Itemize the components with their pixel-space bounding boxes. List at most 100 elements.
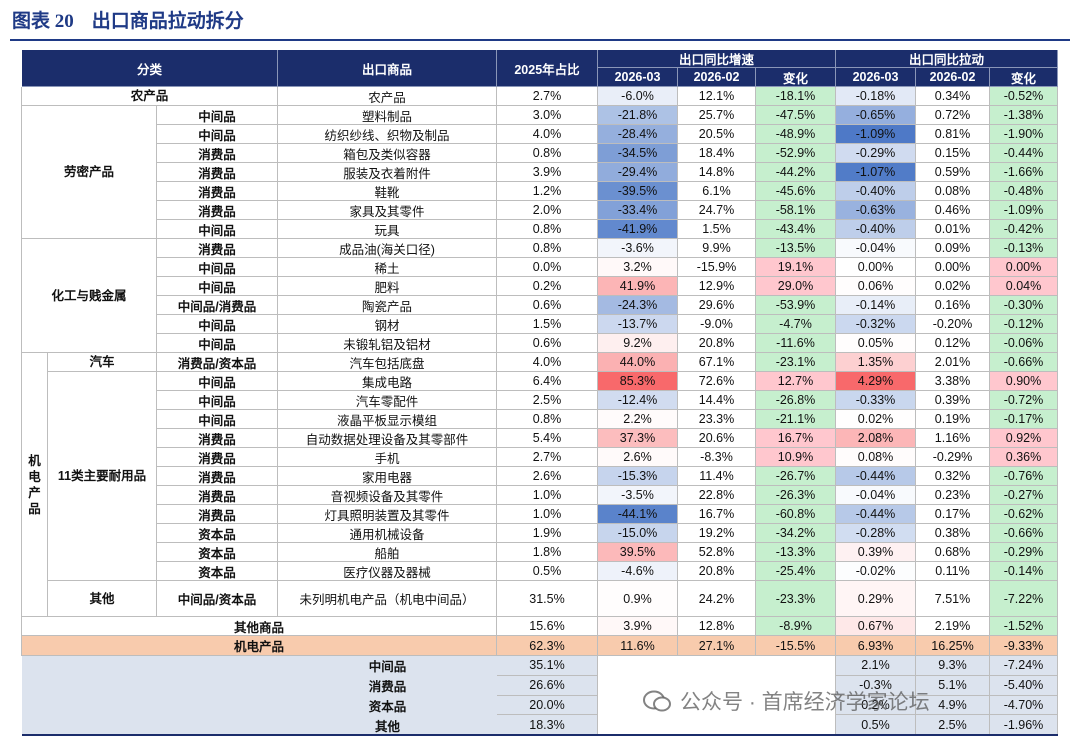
growth-cell: -41.9% bbox=[598, 220, 678, 239]
pull-cell: 9.3% bbox=[916, 656, 990, 676]
summary-label: 消费品 bbox=[368, 680, 407, 695]
growth-cell: -33.4% bbox=[598, 201, 678, 220]
pull-cell: -0.02% bbox=[836, 562, 916, 581]
pull-cell: 0.23% bbox=[916, 486, 990, 505]
type-cell: 资本品 bbox=[157, 524, 278, 543]
product-cell: 玩具 bbox=[278, 220, 497, 239]
share-cell: 26.6% bbox=[497, 675, 598, 696]
pull-cell: -7.22% bbox=[990, 581, 1058, 617]
growth-cell: 0.9% bbox=[598, 581, 678, 617]
header-sub: 变化 bbox=[990, 68, 1058, 87]
growth-cell: -58.1% bbox=[756, 201, 836, 220]
growth-cell: 16.7% bbox=[756, 429, 836, 448]
pull-cell: 0.15% bbox=[916, 144, 990, 163]
share-cell: 0.0% bbox=[497, 258, 598, 277]
growth-cell: -23.3% bbox=[756, 581, 836, 617]
share-cell: 2.7% bbox=[497, 448, 598, 467]
growth-cell: -44.2% bbox=[756, 163, 836, 182]
growth-cell: -3.5% bbox=[598, 486, 678, 505]
pull-cell: 0.05% bbox=[836, 334, 916, 353]
growth-cell: -15.9% bbox=[678, 258, 756, 277]
growth-cell: -6.0% bbox=[598, 87, 678, 106]
type-cell: 中间品 bbox=[157, 410, 278, 429]
growth-cell: -29.4% bbox=[598, 163, 678, 182]
header-sub: 2026-02 bbox=[678, 68, 756, 87]
share-cell: 31.5% bbox=[497, 581, 598, 617]
growth-cell: 19.1% bbox=[756, 258, 836, 277]
watermark-text: 公众号 · 首席经济学家论坛 bbox=[680, 691, 930, 714]
title-block: 图表 20 出口商品拉动拆分 bbox=[12, 6, 244, 33]
type-cell: 中间品 bbox=[157, 125, 278, 144]
product-cell: 液晶平板显示模组 bbox=[278, 410, 497, 429]
pull-cell: 2.5% bbox=[916, 715, 990, 735]
pull-cell: -0.14% bbox=[990, 562, 1058, 581]
product-cell: 纺织纱线、织物及制品 bbox=[278, 125, 497, 144]
type-cell: 消费品 bbox=[157, 239, 278, 258]
growth-cell: 6.1% bbox=[678, 182, 756, 201]
growth-cell: 3.2% bbox=[598, 258, 678, 277]
pull-cell: -1.07% bbox=[836, 163, 916, 182]
pull-cell: -0.29% bbox=[836, 144, 916, 163]
pull-cell: -0.13% bbox=[990, 239, 1058, 258]
growth-cell: -26.7% bbox=[756, 467, 836, 486]
pull-cell: 0.12% bbox=[916, 334, 990, 353]
growth-cell: 20.8% bbox=[678, 334, 756, 353]
pull-cell: -0.63% bbox=[836, 201, 916, 220]
growth-cell: 41.9% bbox=[598, 277, 678, 296]
product-cell: 箱包及类似容器 bbox=[278, 144, 497, 163]
header-sub: 变化 bbox=[756, 68, 836, 87]
header-sub: 2026-02 bbox=[916, 68, 990, 87]
pull-cell: 0.17% bbox=[916, 505, 990, 524]
product-cell: 汽车零配件 bbox=[278, 391, 497, 410]
product-cell: 通用机械设备 bbox=[278, 524, 497, 543]
pull-cell: 0.46% bbox=[916, 201, 990, 220]
pull-cell: 0.67% bbox=[836, 617, 916, 636]
pull-cell: -0.04% bbox=[836, 486, 916, 505]
growth-cell: 14.8% bbox=[678, 163, 756, 182]
product-cell: 未锻轧铝及铝材 bbox=[278, 334, 497, 353]
product-cell: 船舶 bbox=[278, 543, 497, 562]
growth-cell: -34.5% bbox=[598, 144, 678, 163]
growth-cell: -15.5% bbox=[756, 636, 836, 656]
growth-cell: 11.4% bbox=[678, 467, 756, 486]
growth-cell: 44.0% bbox=[598, 353, 678, 372]
growth-cell: -44.1% bbox=[598, 505, 678, 524]
share-cell: 0.8% bbox=[497, 144, 598, 163]
pull-cell: 0.19% bbox=[916, 410, 990, 429]
growth-cell: -23.1% bbox=[756, 353, 836, 372]
frame-line bbox=[21, 87, 22, 656]
share-cell: 2.5% bbox=[497, 391, 598, 410]
type-cell: 消费品 bbox=[157, 201, 278, 220]
growth-cell: 1.5% bbox=[678, 220, 756, 239]
growth-cell: -15.3% bbox=[598, 467, 678, 486]
growth-cell: 23.3% bbox=[678, 410, 756, 429]
share-cell: 0.5% bbox=[497, 562, 598, 581]
pull-cell: 2.1% bbox=[836, 656, 916, 676]
growth-cell: -26.3% bbox=[756, 486, 836, 505]
header-sub: 2026-03 bbox=[836, 68, 916, 87]
pull-cell: 2.01% bbox=[916, 353, 990, 372]
product-cell: 集成电路 bbox=[278, 372, 497, 391]
pull-cell: 0.32% bbox=[916, 467, 990, 486]
growth-cell: 39.5% bbox=[598, 543, 678, 562]
growth-cell: -25.4% bbox=[756, 562, 836, 581]
header-sub: 2026-03 bbox=[598, 68, 678, 87]
pull-cell: -0.29% bbox=[990, 543, 1058, 562]
pull-cell: 7.51% bbox=[916, 581, 990, 617]
pull-cell: 0.68% bbox=[916, 543, 990, 562]
category-cell: 机电产品 bbox=[22, 353, 48, 617]
pull-cell: -0.17% bbox=[990, 410, 1058, 429]
product-cell: 自动数据处理设备及其零部件 bbox=[278, 429, 497, 448]
summary-label: 其他 bbox=[374, 719, 400, 734]
pull-cell: -0.52% bbox=[990, 87, 1058, 106]
category-cell: 农产品 bbox=[22, 87, 278, 106]
title-rule bbox=[10, 39, 1070, 41]
pull-cell: 0.81% bbox=[916, 125, 990, 144]
pull-cell: -0.33% bbox=[836, 391, 916, 410]
pull-cell: 0.29% bbox=[836, 581, 916, 617]
pull-cell: -0.42% bbox=[990, 220, 1058, 239]
growth-cell: 12.7% bbox=[756, 372, 836, 391]
pull-cell: 0.00% bbox=[990, 258, 1058, 277]
product-cell: 服装及衣着附件 bbox=[278, 163, 497, 182]
share-cell: 0.6% bbox=[497, 296, 598, 315]
